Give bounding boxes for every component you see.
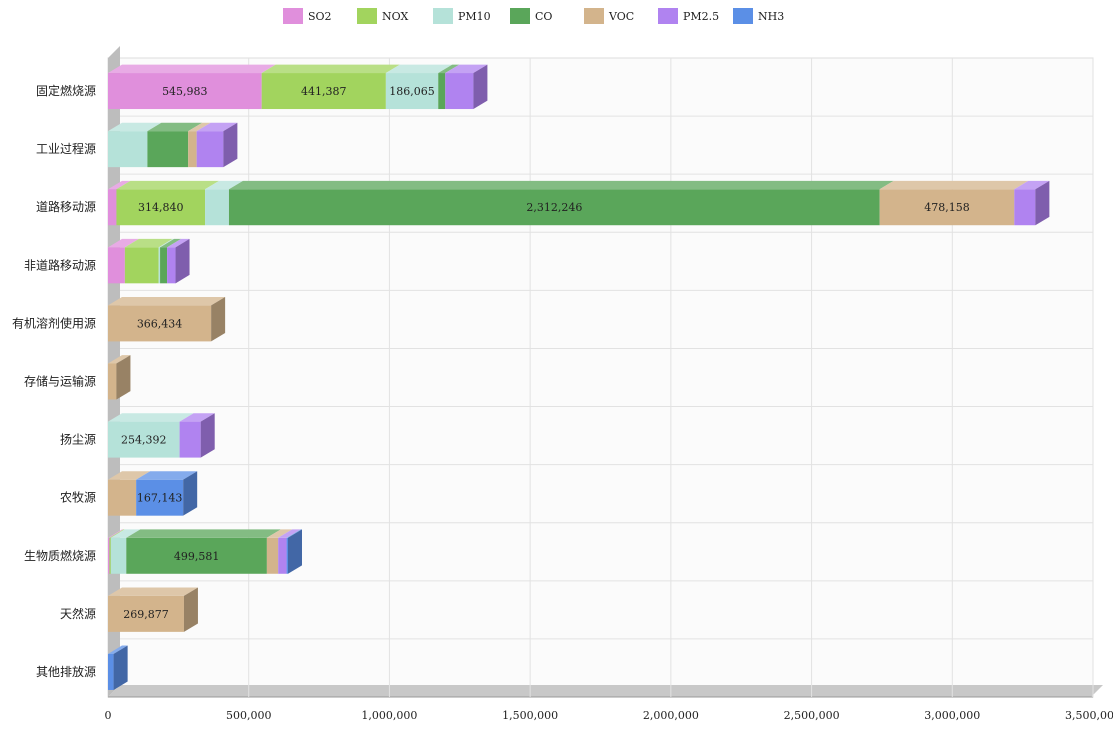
legend-label: PM2.5 <box>683 10 719 23</box>
bar-segment-co <box>160 238 182 284</box>
legend-label: SO2 <box>308 10 332 23</box>
bar-segment-so2 <box>108 529 124 574</box>
x-tick-label: 2,000,000 <box>643 709 699 722</box>
bar-segment-pm2-5 <box>196 122 238 168</box>
legend-label: PM10 <box>458 10 491 23</box>
legend-item-so2[interactable]: SO2 <box>283 8 332 24</box>
plot-area <box>107 57 1094 698</box>
axes-group: 0 500,000 1,000,000 1,500,000 2,000,000 2,500… <box>12 83 1113 722</box>
legend-label: VOC <box>608 10 634 23</box>
plot-background <box>107 46 1103 698</box>
legend-swatch <box>433 8 453 24</box>
bar-segment-pm10 <box>110 529 141 574</box>
bar-segment-pm10 <box>108 413 194 458</box>
bar-segment-nh3 <box>286 529 302 574</box>
data-label: 167,143 <box>137 492 183 505</box>
floor <box>108 685 1103 697</box>
bar-segment-so2 <box>108 238 139 284</box>
bar-segment-voc <box>108 355 131 400</box>
data-label: 478,158 <box>924 201 970 214</box>
data-label: 314,840 <box>138 201 184 214</box>
data-label: 254,392 <box>121 434 167 447</box>
data-label: 2,312,246 <box>526 201 582 214</box>
bar-segment-voc <box>108 297 226 342</box>
bar-segment-voc <box>108 471 151 516</box>
bars-group <box>108 64 1050 690</box>
legend-swatch <box>357 8 377 24</box>
legend-swatch <box>510 8 530 24</box>
legend-item-voc[interactable]: VOC <box>584 8 634 24</box>
bar-segment-co <box>228 180 894 226</box>
legend: SO2 NOX PM10 CO VOC PM2.5 NH3 <box>283 8 784 24</box>
y-tick-label: 扬尘源 <box>60 432 96 447</box>
legend-item-pm2-5[interactable]: PM2.5 <box>658 8 719 24</box>
y-tick-label: 有机溶剂使用源 <box>12 315 96 330</box>
bar-segment-pm10 <box>385 64 453 110</box>
legend-item-co[interactable]: CO <box>510 8 552 24</box>
legend-item-pm10[interactable]: PM10 <box>433 8 491 24</box>
y-tick-label: 生物质燃烧源 <box>24 548 96 563</box>
legend-swatch <box>283 8 303 24</box>
y-tick-label: 固定燃烧源 <box>36 83 96 98</box>
bar-segment-nh3 <box>108 645 128 690</box>
legend-label: NH3 <box>758 10 784 23</box>
bar-segment-so2 <box>108 64 276 110</box>
y-tick-label: 存储与运输源 <box>24 374 96 389</box>
bar-segment-pm10 <box>108 122 162 168</box>
bar-segment-pm2-5 <box>278 529 301 574</box>
bar-segment-pm2-5 <box>1014 180 1050 226</box>
bar-segment-voc <box>879 180 1029 226</box>
data-label: 269,877 <box>123 608 169 621</box>
x-tick-label: 1,500,000 <box>502 709 558 722</box>
x-tick-label: 500,000 <box>226 709 272 722</box>
bar-segment-pm2-5 <box>167 238 190 284</box>
bar-segment-nox <box>116 180 220 226</box>
x-tick-label: 2,500,000 <box>784 709 840 722</box>
bar-segment-voc <box>108 587 198 632</box>
y-tick-label: 非道路移动源 <box>24 257 96 272</box>
bar-segment-nox <box>124 238 173 284</box>
x-tick-label: 3,500,000 <box>1065 709 1113 722</box>
bar-segment-voc <box>188 122 211 168</box>
bar-segment-voc <box>266 529 293 574</box>
legend-item-nox[interactable]: NOX <box>357 8 408 24</box>
data-label: 499,581 <box>174 550 220 563</box>
bar-segment-pm2-5 <box>445 64 488 110</box>
x-tick-label: 0 <box>105 709 112 722</box>
data-label: 186,065 <box>389 85 435 98</box>
x-tick-label: 3,000,000 <box>924 709 980 722</box>
legend-label: CO <box>535 10 552 23</box>
legend-swatch <box>658 8 678 24</box>
legend-label: NOX <box>382 10 408 23</box>
y-tick-label: 天然源 <box>60 606 96 621</box>
data-labels-group: 545,983 441,387 186,065 314,840 2,312,246 478… <box>121 85 970 621</box>
bar-segment-pm10 <box>205 180 243 226</box>
bar-segment-co <box>147 122 203 168</box>
legend-swatch <box>733 8 753 24</box>
bar-segment-nh3 <box>136 471 198 516</box>
grid-lines <box>120 58 1094 697</box>
y-tick-label: 工业过程源 <box>36 141 96 156</box>
bar-segment-nox <box>261 64 400 110</box>
legend-swatch <box>584 8 604 24</box>
legend-item-nh3[interactable]: NH3 <box>733 8 784 24</box>
data-label: 366,434 <box>137 317 183 330</box>
data-label: 545,983 <box>162 85 208 98</box>
bar-segment-nox <box>109 529 125 574</box>
bar-segment-pm2-5 <box>179 413 215 458</box>
y-tick-label: 农牧源 <box>60 491 96 505</box>
bar-segment-pm10 <box>158 238 175 284</box>
x-tick-label: 1,000,000 <box>361 709 417 722</box>
bar-segment-co <box>438 64 460 110</box>
y-tick-label: 其他排放源 <box>36 664 96 679</box>
bar-segment-co <box>126 529 281 574</box>
data-label: 441,387 <box>301 85 347 98</box>
y-tick-label: 道路移动源 <box>36 199 96 214</box>
bar-segment-so2 <box>108 180 131 226</box>
